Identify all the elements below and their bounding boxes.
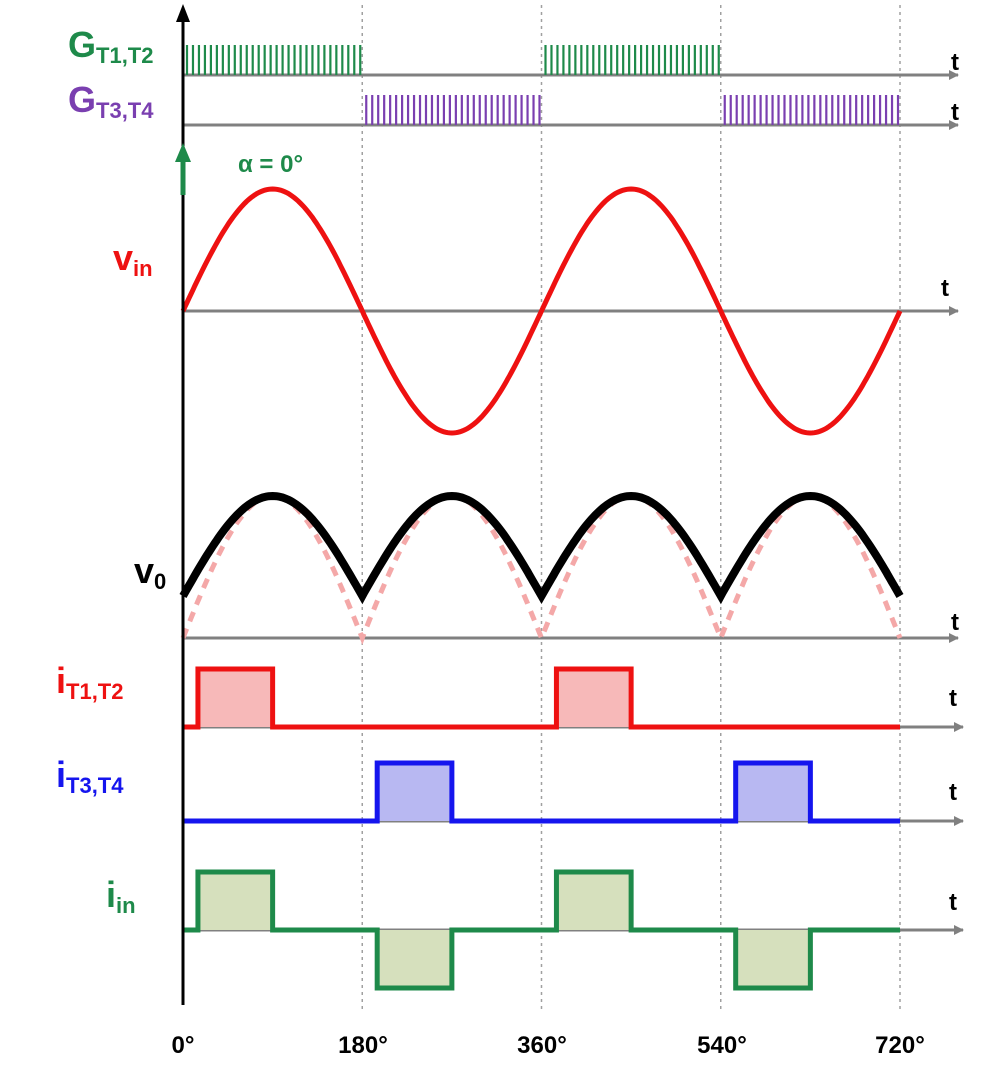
alpha-arrow-icon bbox=[175, 143, 191, 162]
vertical-axis-arrow-icon bbox=[176, 4, 190, 22]
label-it12: iT1,T2 bbox=[56, 660, 123, 704]
label-g34: GT3,T4 bbox=[68, 79, 154, 123]
it34-pulse-fill-0 bbox=[377, 763, 452, 821]
vertical-gridlines bbox=[361, 5, 901, 1010]
alpha-label: α = 0° bbox=[238, 151, 303, 178]
iin-trace bbox=[183, 869, 900, 991]
iin-pulse-fill-1 bbox=[377, 930, 452, 988]
tick-0: 0° bbox=[172, 1032, 195, 1059]
iin-pulse-fill-2 bbox=[556, 872, 632, 930]
label-g12: GT1,T2 bbox=[68, 24, 153, 68]
label-vin: vin bbox=[113, 237, 153, 281]
vin-waveform bbox=[180, 186, 903, 436]
it34-pulse-fill-1 bbox=[735, 763, 811, 821]
tick-180: 180° bbox=[338, 1032, 388, 1059]
t-label-iin: t bbox=[949, 889, 957, 916]
iin-waveform bbox=[183, 869, 900, 991]
tick-540: 540° bbox=[697, 1032, 747, 1059]
label-iin: iin bbox=[106, 874, 136, 918]
it12-pulse-fill-0 bbox=[197, 669, 273, 727]
t-label-v0: t bbox=[951, 609, 959, 636]
gate-pulses-t1-t2 bbox=[185, 45, 720, 75]
gate-pulses-t3-t4 bbox=[365, 95, 900, 125]
it1-t2-waveform bbox=[183, 666, 900, 730]
tick-720: 720° bbox=[875, 1032, 925, 1059]
it12-trace bbox=[183, 666, 900, 730]
t-label-it12: t bbox=[949, 685, 957, 712]
label-v0: v0 bbox=[134, 550, 166, 594]
t-label-g34: t bbox=[951, 99, 959, 126]
v0-waveform bbox=[179, 491, 904, 605]
v0-ghost-waveform bbox=[180, 493, 903, 645]
it34-trace bbox=[183, 760, 900, 824]
t-label-g12: t bbox=[951, 49, 959, 76]
tick-360: 360° bbox=[517, 1032, 567, 1059]
it3-t4-waveform bbox=[183, 760, 900, 824]
it12-pulse-fill-1 bbox=[556, 669, 632, 727]
label-it34: iT3,T4 bbox=[56, 754, 124, 798]
t-label-vin: t bbox=[941, 275, 949, 302]
iin-pulse-fill-0 bbox=[197, 872, 273, 930]
iin-pulse-fill-3 bbox=[735, 930, 811, 988]
t-label-it34: t bbox=[949, 779, 957, 806]
